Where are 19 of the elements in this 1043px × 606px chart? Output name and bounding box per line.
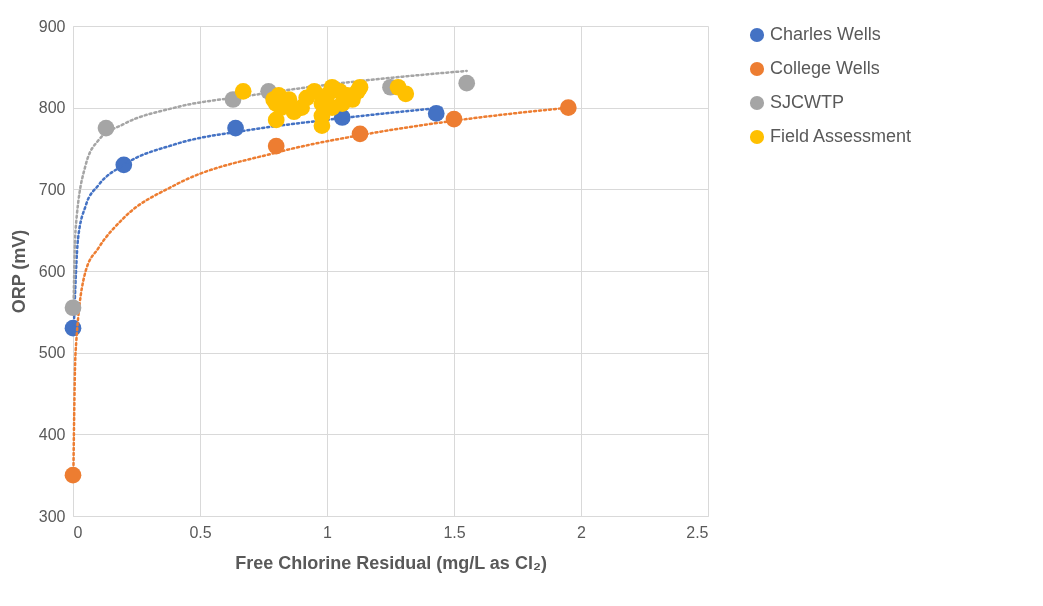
x-tick-label: 2.5 xyxy=(686,523,709,541)
y-axis-title: ORP (mV) xyxy=(8,229,29,314)
y-tick-label: 500 xyxy=(38,344,66,362)
y-tick-label: 300 xyxy=(38,507,66,525)
y-tick-label: 800 xyxy=(38,99,66,117)
y-tick-label: 400 xyxy=(38,425,66,443)
y-tick-label: 600 xyxy=(38,262,66,280)
x-tick-label: 0.5 xyxy=(189,523,212,541)
y-tick-label: 900 xyxy=(38,17,66,35)
legend-label: Field Assessment xyxy=(770,126,912,146)
legend-label: College Wells xyxy=(770,58,880,78)
x-tick-label: 2 xyxy=(577,523,587,541)
x-axis-title: Free Chlorine Residual (mg/L as Cl₂) xyxy=(235,552,547,573)
legend-label: Charles Wells xyxy=(770,24,881,44)
x-tick-label: 1.5 xyxy=(443,523,466,541)
legend-label: SJCWTP xyxy=(770,92,844,112)
y-tick-label: 700 xyxy=(38,180,66,198)
x-tick-label: 0 xyxy=(73,523,83,541)
x-tick-label: 1 xyxy=(323,523,333,541)
